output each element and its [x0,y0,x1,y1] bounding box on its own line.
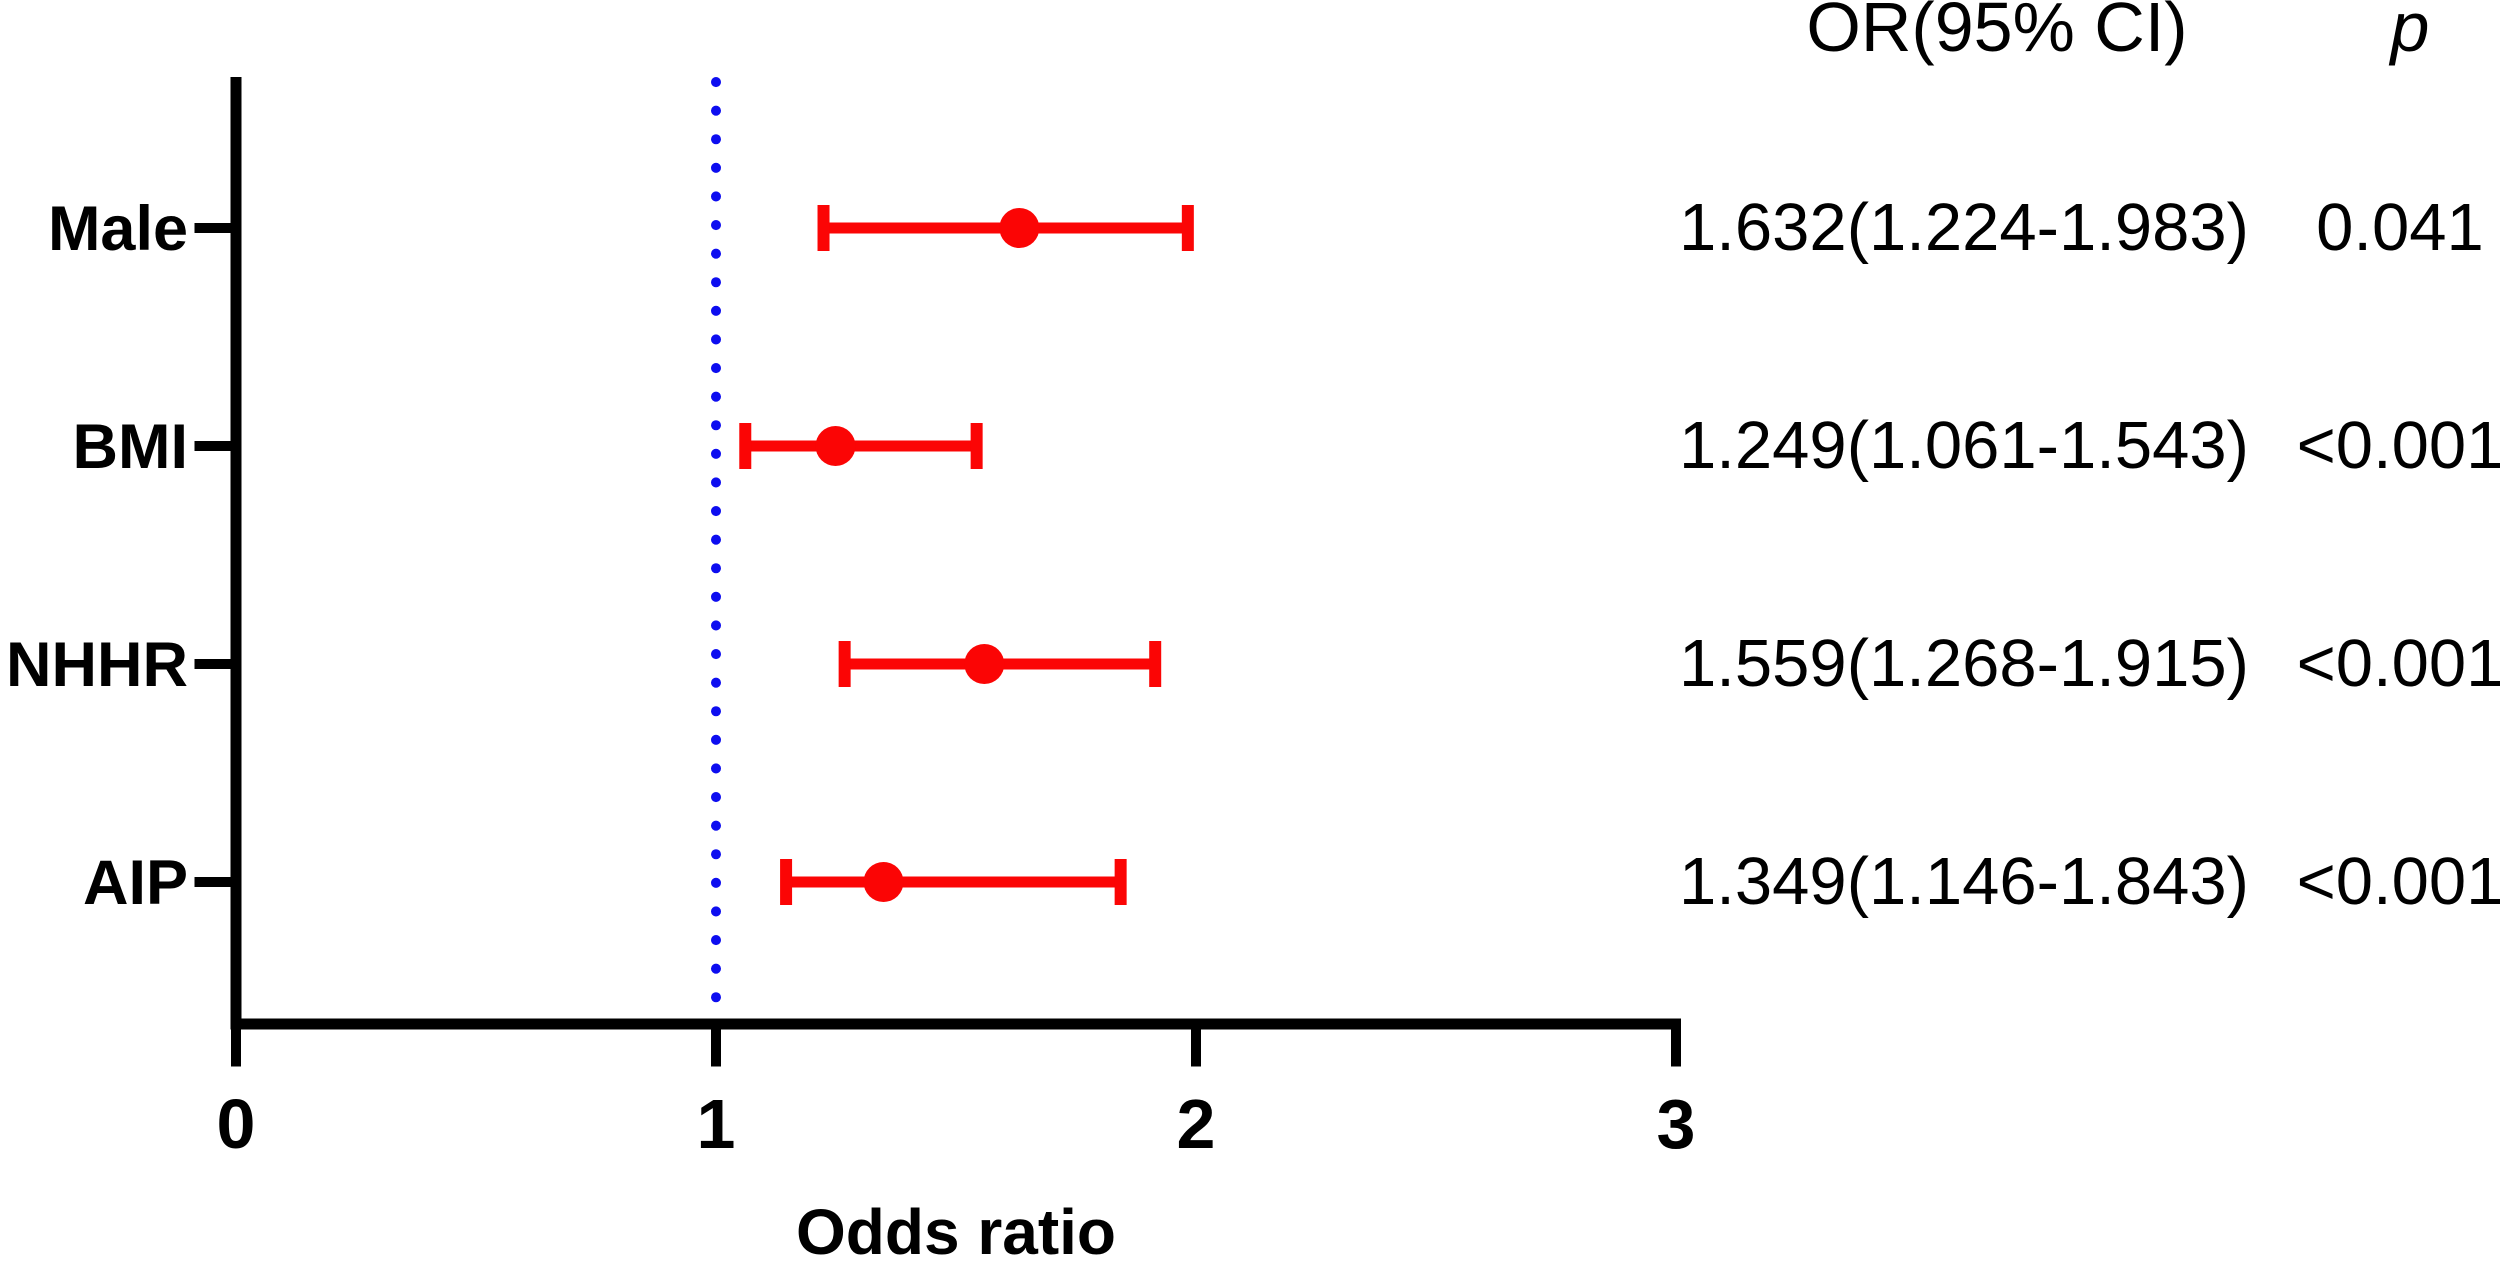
x-tick-label: 2 [1177,1085,1216,1163]
or-marker [964,644,1005,684]
or-column-header: OR(95% CI) [1806,0,2188,66]
or-marker [863,862,904,902]
category-label-male: Male [48,194,188,264]
category-label-nhhr: NHHR [6,630,188,700]
or-ci-value: 1.249(1.061-1.543) [1679,408,2249,483]
p-value: <0.001 [2296,844,2500,919]
or-ci-value: 1.632(1.224-1.983) [1679,190,2249,265]
or-marker [815,426,856,466]
category-label-aip: AIP [83,848,188,918]
p-value: <0.001 [2296,626,2500,701]
or-ci-value: 1.559(1.268-1.915) [1679,626,2249,701]
x-axis-title: Odds ratio [796,1196,1116,1268]
category-label-bmi: BMI [73,412,188,482]
p-value: 0.041 [2316,190,2484,265]
or-ci-value: 1.349(1.146-1.843) [1679,844,2249,919]
p-column-header: p [2390,0,2430,66]
p-value: <0.001 [2296,408,2500,483]
x-tick-label: 3 [1657,1085,1696,1163]
x-tick-label: 0 [217,1085,256,1163]
x-tick-label: 1 [697,1085,736,1163]
or-marker [999,208,1040,248]
